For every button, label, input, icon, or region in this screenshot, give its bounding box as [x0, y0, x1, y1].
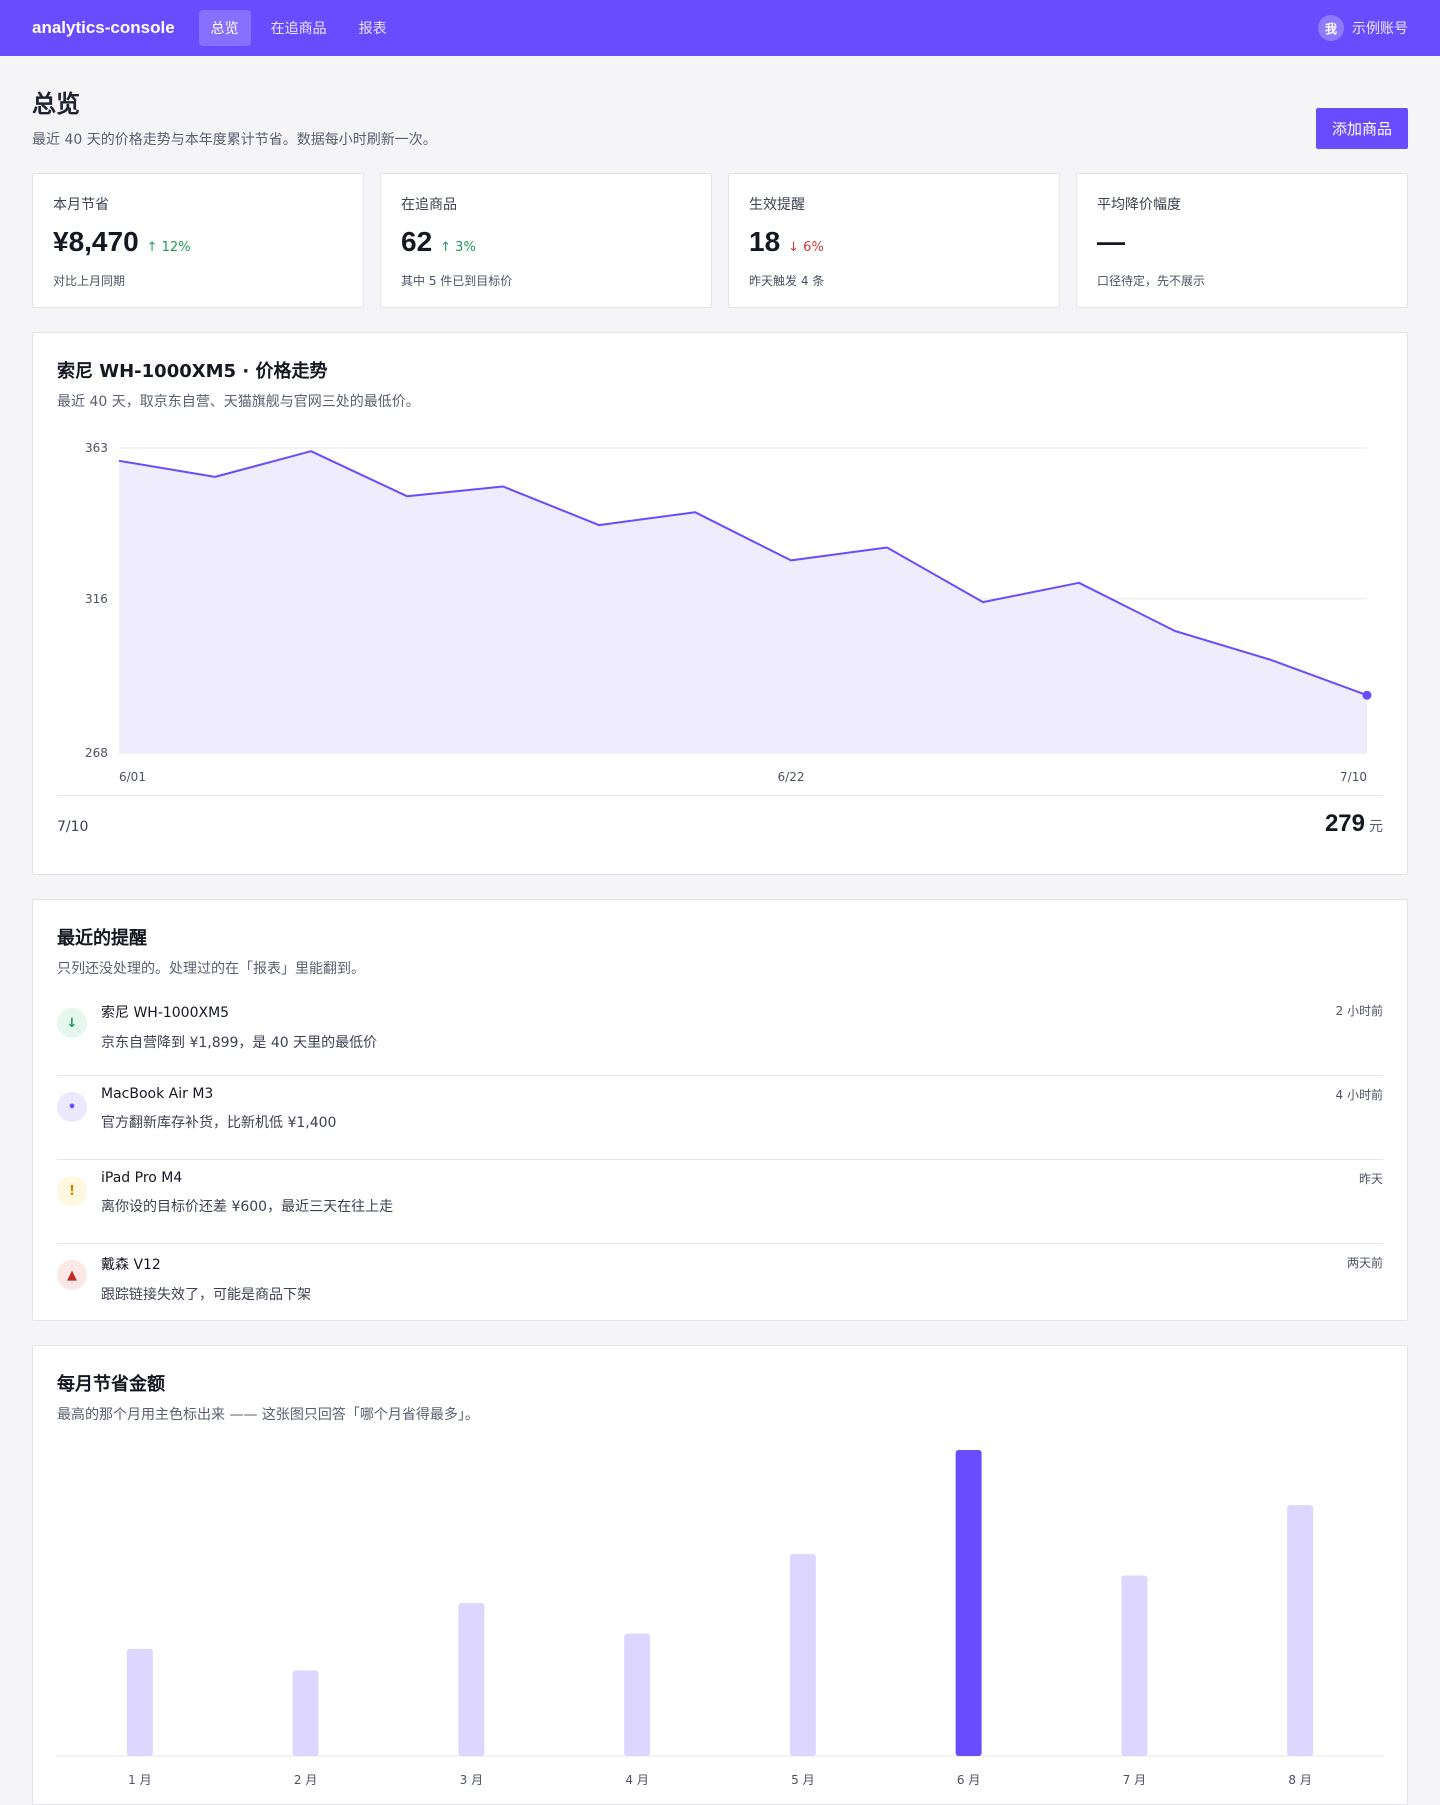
add-product-button[interactable]: 添加商品 — [1315, 108, 1408, 149]
savings-bar[interactable] — [126, 1648, 153, 1756]
stat-card-active-alerts: 生效提醒 18 ↓ 6% 昨天触发 4 条 — [728, 173, 1060, 308]
price-unit: 元 — [1369, 819, 1383, 835]
alert-description: 官方翻新库存补货，比新机低 ¥1,400 — [101, 1115, 337, 1131]
alert-product-name: iPad Pro M4 — [101, 1170, 183, 1186]
nav-item-overview[interactable]: 总览 — [198, 10, 251, 46]
nav-item-reports[interactable]: 报表 — [358, 21, 387, 37]
x-tick-label: 6 月 — [957, 1773, 980, 1787]
stat-cards: 本月节省 ¥8,470 ↑ 12% 对比上月同期 在追商品 62 ↑ 3% 其中… — [32, 173, 1408, 308]
y-tick-label: 316 — [85, 592, 108, 606]
stat-value: ¥8,470 — [53, 226, 139, 257]
alert-item[interactable]: • MacBook Air M3 官方翻新库存补货，比新机低 ¥1,400 4 … — [57, 1076, 1383, 1160]
price-area — [119, 451, 1367, 753]
recent-alerts-card: 最近的提醒 只列还没处理的。处理过的在「报表」里能翻到。 ↓ 索尼 WH-100… — [32, 899, 1408, 1321]
alerts-title: 最近的提醒 — [57, 928, 147, 949]
savings-bar[interactable] — [955, 1450, 982, 1756]
price-trend-subtitle: 最近 40 天，取京东自营、天猫旗舰与官网三处的最低价。 — [57, 394, 420, 410]
price-trend-title: 索尼 WH-1000XM5 · 价格走势 — [57, 361, 328, 382]
user-name: 示例账号 — [1352, 21, 1408, 37]
stat-card-tracked-products: 在追商品 62 ↑ 3% 其中 5 件已到目标价 — [380, 173, 712, 308]
page-subtitle: 最近 40 天的价格走势与本年度累计节省。数据每小时刷新一次。 — [32, 132, 437, 148]
nav-item-tracked-products[interactable]: 在追商品 — [270, 21, 327, 37]
brand-logo[interactable]: analytics-console — [32, 18, 175, 37]
stat-card-avg-discount: 平均降价幅度 — 口径待定，先不展示 — [1076, 173, 1408, 308]
alert-time: 2 小时前 — [1335, 1004, 1383, 1018]
stat-label: 生效提醒 — [749, 197, 805, 213]
x-tick-label: 1 月 — [128, 1773, 151, 1787]
page-content: 总览 最近 40 天的价格走势与本年度累计节省。数据每小时刷新一次。 添加商品 … — [0, 56, 1440, 1805]
x-tick-label: 7/10 — [1340, 770, 1367, 784]
savings-bar[interactable] — [1287, 1505, 1314, 1756]
price-line — [118, 450, 1368, 697]
x-tick-label: 6/01 — [119, 770, 146, 784]
alert-item[interactable]: ↓ 索尼 WH-1000XM5 京东自营降到 ¥1,899，是 40 天里的最低… — [57, 992, 1383, 1076]
savings-bar[interactable] — [1121, 1575, 1148, 1756]
monthly-savings-card: 每月节省金额 最高的那个月用主色标出来 —— 这张图只回答「哪个月省得最多」。 … — [32, 1345, 1408, 1805]
price-trend-chart[interactable]: 268 316 363 6/01 6/22 7/10 — [57, 423, 1383, 789]
x-tick-label: 3 月 — [460, 1773, 483, 1787]
stat-value: 62 — [401, 226, 433, 257]
alert-list: ↓ 索尼 WH-1000XM5 京东自营降到 ¥1,899，是 40 天里的最低… — [57, 992, 1383, 1328]
latest-price: 279 — [1324, 810, 1365, 837]
alert-time: 两天前 — [1346, 1256, 1383, 1270]
avatar: 我 — [1318, 15, 1344, 41]
alert-item[interactable]: ! iPad Pro M4 离你设的目标价还差 ¥600，最近三天在往上走 昨天 — [57, 1160, 1383, 1244]
page-title: 总览 — [32, 90, 80, 118]
latest-price-point[interactable] — [1362, 690, 1372, 700]
price-trend-footer: 7/10 279 元 — [57, 795, 1383, 838]
stat-label: 在追商品 — [401, 197, 457, 213]
top-navigation-bar: analytics-console 总览 在追商品 报表 我 示例账号 — [0, 0, 1440, 56]
savings-bar[interactable] — [292, 1670, 319, 1756]
latest-date: 7/10 — [57, 819, 89, 835]
alert-product-name: 戴森 V12 — [101, 1257, 161, 1273]
alert-time: 昨天 — [1358, 1172, 1383, 1186]
alert-description: 离你设的目标价还差 ¥600，最近三天在往上走 — [101, 1199, 394, 1215]
x-tick-label: 6/22 — [778, 770, 805, 784]
alert-item[interactable]: ▲ 戴森 V12 跟踪链接失效了，可能是商品下架 两天前 — [57, 1244, 1383, 1328]
x-tick-label: 4 月 — [625, 1773, 648, 1787]
savings-bar[interactable] — [458, 1603, 485, 1756]
stat-label: 本月节省 — [53, 197, 109, 213]
x-tick-label: 7 月 — [1123, 1773, 1146, 1787]
y-tick-label: 363 — [85, 441, 108, 455]
y-tick-label: 268 — [85, 746, 108, 760]
alerts-subtitle: 只列还没处理的。处理过的在「报表」里能翻到。 — [57, 961, 365, 977]
page-header: 总览 最近 40 天的价格走势与本年度累计节省。数据每小时刷新一次。 添加商品 — [32, 84, 1408, 149]
stat-footnote: 口径待定，先不展示 — [1097, 274, 1206, 288]
stat-value: 18 — [749, 226, 781, 257]
exclamation-icon: ! — [57, 1176, 87, 1206]
x-tick-label: 5 月 — [791, 1773, 814, 1787]
stat-footnote: 昨天触发 4 条 — [749, 274, 825, 288]
stat-footnote: 对比上月同期 — [53, 274, 126, 288]
dot-icon: • — [57, 1092, 87, 1122]
alert-time: 4 小时前 — [1335, 1088, 1383, 1102]
stat-value: — — [1097, 226, 1125, 257]
stat-delta: ↑ 12% — [146, 240, 191, 255]
alert-description: 京东自营降到 ¥1,899，是 40 天里的最低价 — [101, 1035, 378, 1051]
alert-description: 跟踪链接失效了，可能是商品下架 — [101, 1287, 311, 1303]
savings-subtitle: 最高的那个月用主色标出来 —— 这张图只回答「哪个月省得最多」。 — [57, 1407, 479, 1423]
monthly-savings-chart[interactable]: 1 月 2 月 3 月 4 月 5 月 6 月 7 月 8 月 — [57, 1438, 1383, 1798]
stat-delta: ↓ 6% — [788, 240, 824, 255]
user-menu[interactable]: 我 示例账号 — [1318, 15, 1408, 41]
price-trend-card: 索尼 WH-1000XM5 · 价格走势 最近 40 天，取京东自营、天猫旗舰与… — [32, 332, 1408, 875]
stat-footnote: 其中 5 件已到目标价 — [401, 274, 513, 288]
stat-card-monthly-savings: 本月节省 ¥8,470 ↑ 12% 对比上月同期 — [32, 173, 364, 308]
savings-bar[interactable] — [624, 1633, 651, 1756]
alert-product-name: 索尼 WH-1000XM5 — [101, 1005, 230, 1021]
warning-triangle-icon: ▲ — [57, 1260, 87, 1290]
savings-title: 每月节省金额 — [57, 1374, 165, 1395]
stat-label: 平均降价幅度 — [1097, 197, 1181, 213]
x-tick-label: 8 月 — [1288, 1773, 1311, 1787]
alert-product-name: MacBook Air M3 — [101, 1086, 214, 1102]
arrow-down-icon: ↓ — [57, 1008, 87, 1038]
savings-bar[interactable] — [789, 1554, 816, 1756]
stat-delta: ↑ 3% — [440, 240, 476, 255]
x-tick-label: 2 月 — [294, 1773, 317, 1787]
main-nav: 总览 在追商品 报表 — [198, 10, 399, 46]
